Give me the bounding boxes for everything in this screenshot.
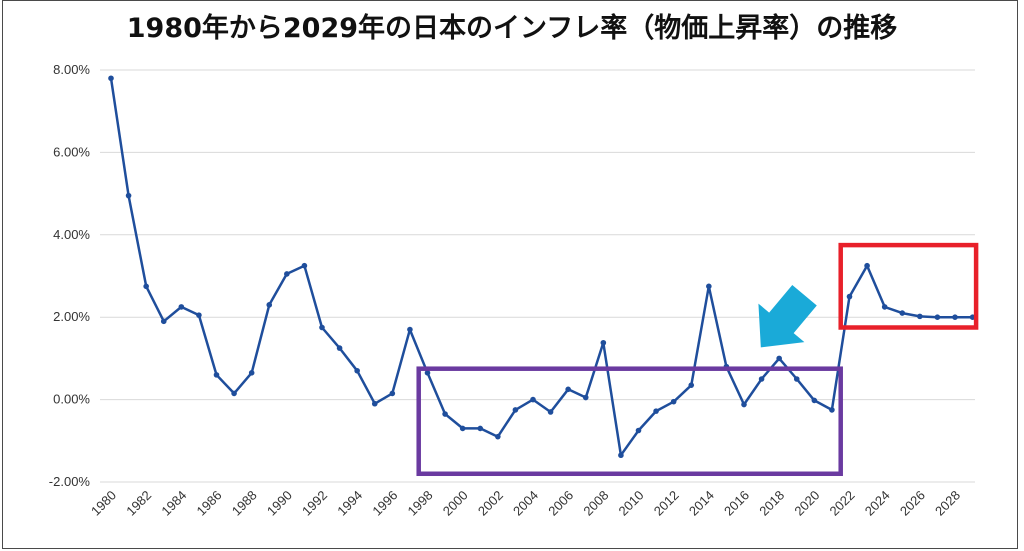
x-tick-label: 2024 [862,488,893,519]
data-point [459,425,466,432]
x-tick-label: 1980 [88,488,119,519]
x-tick-label: 1994 [334,488,365,519]
x-tick-label: 2006 [545,488,576,519]
data-point [160,318,167,325]
data-point [829,407,835,413]
x-tick-label: 2028 [932,488,963,519]
x-tick-label: 1998 [405,488,436,519]
data-point [248,370,255,376]
data-point [477,425,484,432]
y-axis-ticks: 8.00% 6.00% 4.00% 2.00% 0.00% -2.00% [49,62,91,489]
x-axis-ticks: 1980 1982 1984 1986 1988 1990 1992 1994 1996 1998… [88,488,963,519]
data-point [688,382,695,388]
data-point [125,192,132,199]
data-point [547,409,554,415]
data-point [512,407,519,413]
x-tick-label: 2012 [651,488,682,519]
data-point [952,314,958,321]
data-point [196,312,202,318]
data-point [108,75,114,82]
x-tick-label: 2000 [440,488,471,519]
data-point [758,376,765,382]
y-tick-label: 4.00% [53,227,90,242]
x-tick-label: 2008 [580,488,611,519]
x-tick-label: 1984 [158,488,189,519]
data-point [706,283,712,290]
x-tick-label: 2002 [475,488,506,519]
data-point [442,411,448,417]
data-point [846,293,853,300]
annotations [416,242,979,477]
data-point [881,304,888,310]
data-point [143,283,149,290]
x-tick-label: 1992 [299,488,330,519]
arrow-icon [758,284,817,348]
data-point [495,433,501,440]
x-tick-label: 2016 [721,488,752,519]
x-tick-label: 2020 [791,488,822,519]
x-tick-label: 1986 [194,488,225,519]
x-tick-label: 2014 [686,488,717,519]
data-point [618,452,624,459]
highlight-box [838,242,979,330]
data-point [319,324,325,331]
data-point [354,367,360,374]
data-point [653,408,659,414]
y-tick-label: 0.00% [53,392,90,407]
x-tick-label: 2010 [616,488,647,519]
series-group [108,75,976,459]
highlight-box [416,366,843,477]
data-point [424,370,431,376]
x-tick-label: 2004 [510,488,541,519]
grid-lines [100,69,975,483]
x-tick-label: 1982 [123,488,154,519]
data-point [336,345,343,351]
series-line [109,78,973,457]
x-tick-label: 2018 [756,488,787,519]
data-point [600,339,607,346]
data-point [582,394,589,401]
x-tick-label: 1996 [369,488,400,519]
y-tick-label: -2.00% [49,474,91,489]
data-point [371,400,378,407]
y-tick-label: 6.00% [53,144,90,159]
chart-title: 1980年から2029年の日本のインフレ率（物価上昇率）の推移 [126,13,898,44]
data-point [178,304,185,310]
data-point [793,376,800,382]
data-point [776,355,782,362]
data-point [934,314,941,321]
data-point [284,271,290,277]
y-tick-label: 8.00% [53,62,90,77]
data-point [407,326,413,333]
arrow-shape [758,284,817,348]
y-tick-label: 2.00% [53,309,90,324]
data-point [670,398,677,405]
data-point [266,302,273,308]
data-point [899,310,906,316]
data-point [301,262,308,269]
x-tick-label: 1990 [264,488,295,519]
data-point [213,372,220,378]
x-tick-label: 1988 [229,488,260,519]
data-point [741,401,747,408]
data-point [389,390,396,397]
data-point [231,390,237,397]
x-tick-label: 2022 [827,488,858,519]
data-point [530,396,536,403]
data-point [811,397,818,404]
data-point [864,262,870,269]
data-point [917,313,923,320]
data-point [635,427,642,434]
data-point [565,386,571,393]
x-tick-label: 2026 [897,488,928,519]
